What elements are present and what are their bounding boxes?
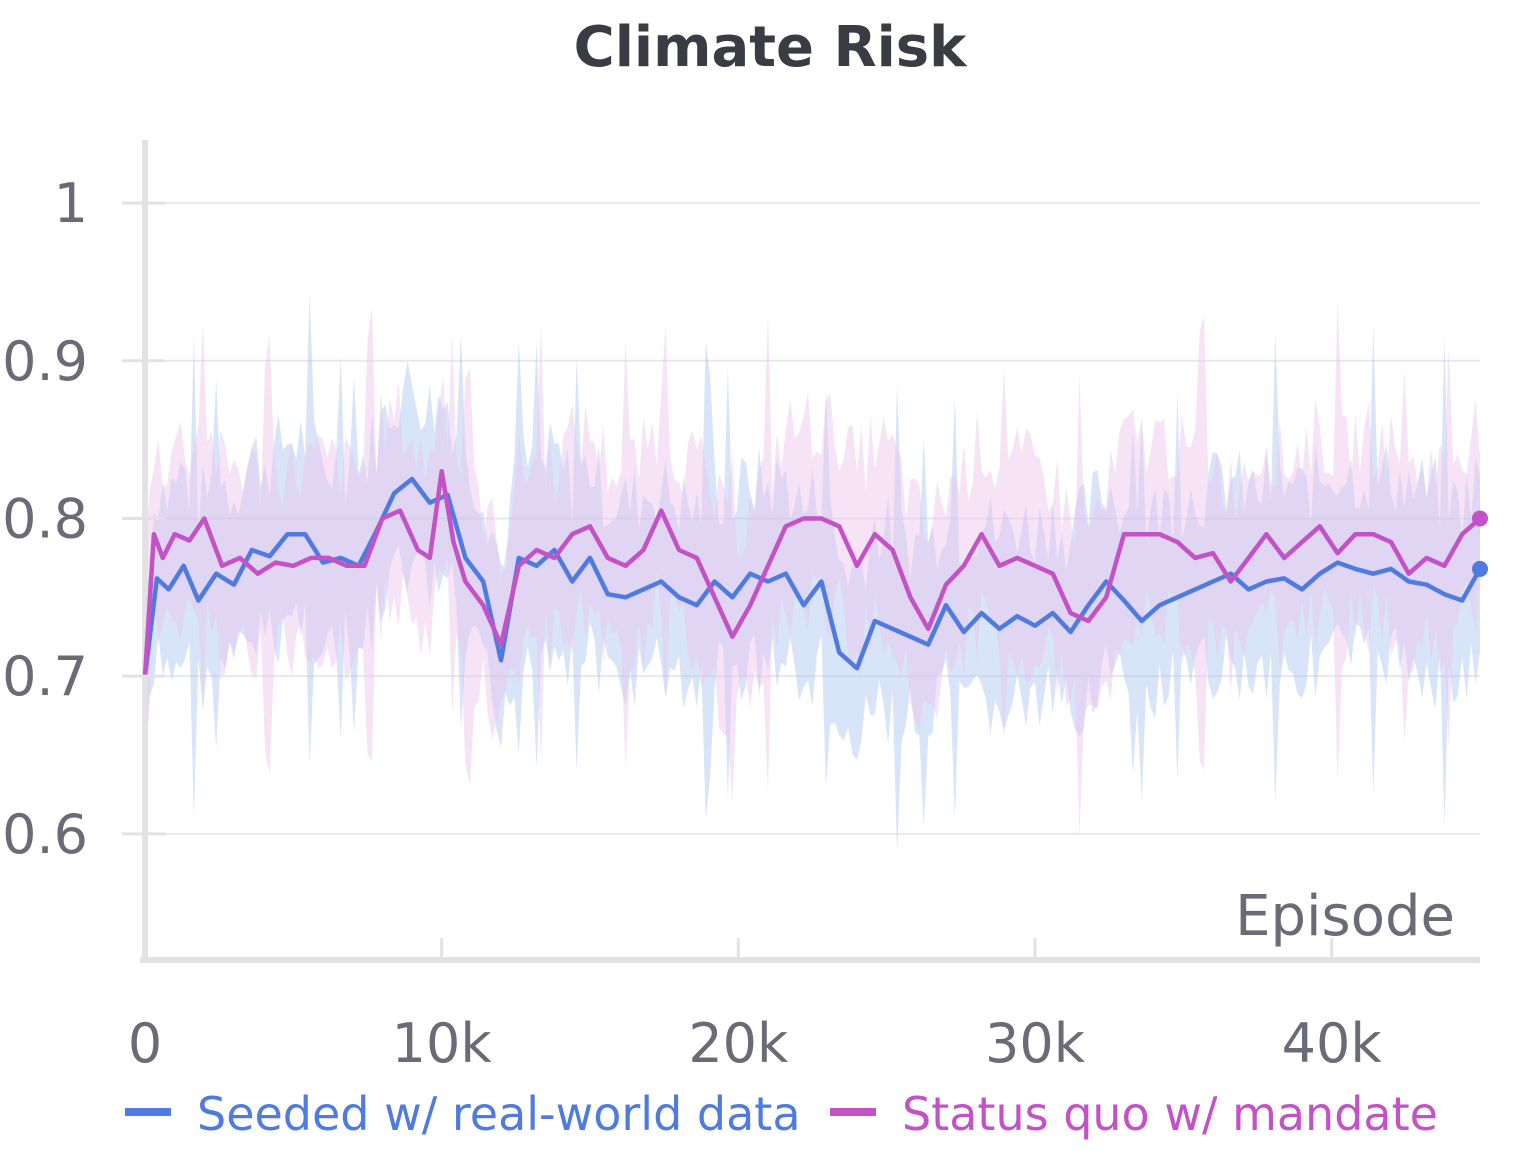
x-axis-label: Episode [1235,884,1455,949]
x-tick-label: 10k [392,1012,493,1075]
x-ticks: 0 10k 20k 30k 40k [128,938,1383,1075]
y-tick-label: 1 [54,172,88,235]
series-end-marker-1 [1472,510,1488,527]
series-line-0 [142,476,1482,677]
chart-title: Climate Risk [574,15,969,80]
y-tick-label: 0.6 [2,803,88,866]
confidence-bands [145,292,1480,854]
x-tick-label: 0 [128,1012,162,1075]
series-line-1 [142,468,1482,677]
y-tick-label: 0.9 [2,330,88,393]
series-band-0 [145,292,1480,854]
y-tick-label: 0.8 [2,487,88,550]
axes [140,140,1480,963]
series-lines [142,468,1488,677]
series-end-marker-0 [1472,560,1488,577]
legend-label-0: Seeded w/ real-world data [197,1087,801,1141]
x-tick-label: 30k [985,1012,1086,1075]
x-tick-label: 20k [688,1012,789,1075]
legend-label-1: Status quo w/ mandate [902,1087,1438,1141]
x-tick-label: 40k [1282,1012,1383,1075]
y-ticks: 0.6 0.7 0.8 0.9 1 [2,172,165,866]
legend: Seeded w/ real-world data Status quo w/ m… [125,1087,1438,1141]
y-tick-label: 0.7 [2,645,88,708]
series-band-1 [145,298,1480,837]
